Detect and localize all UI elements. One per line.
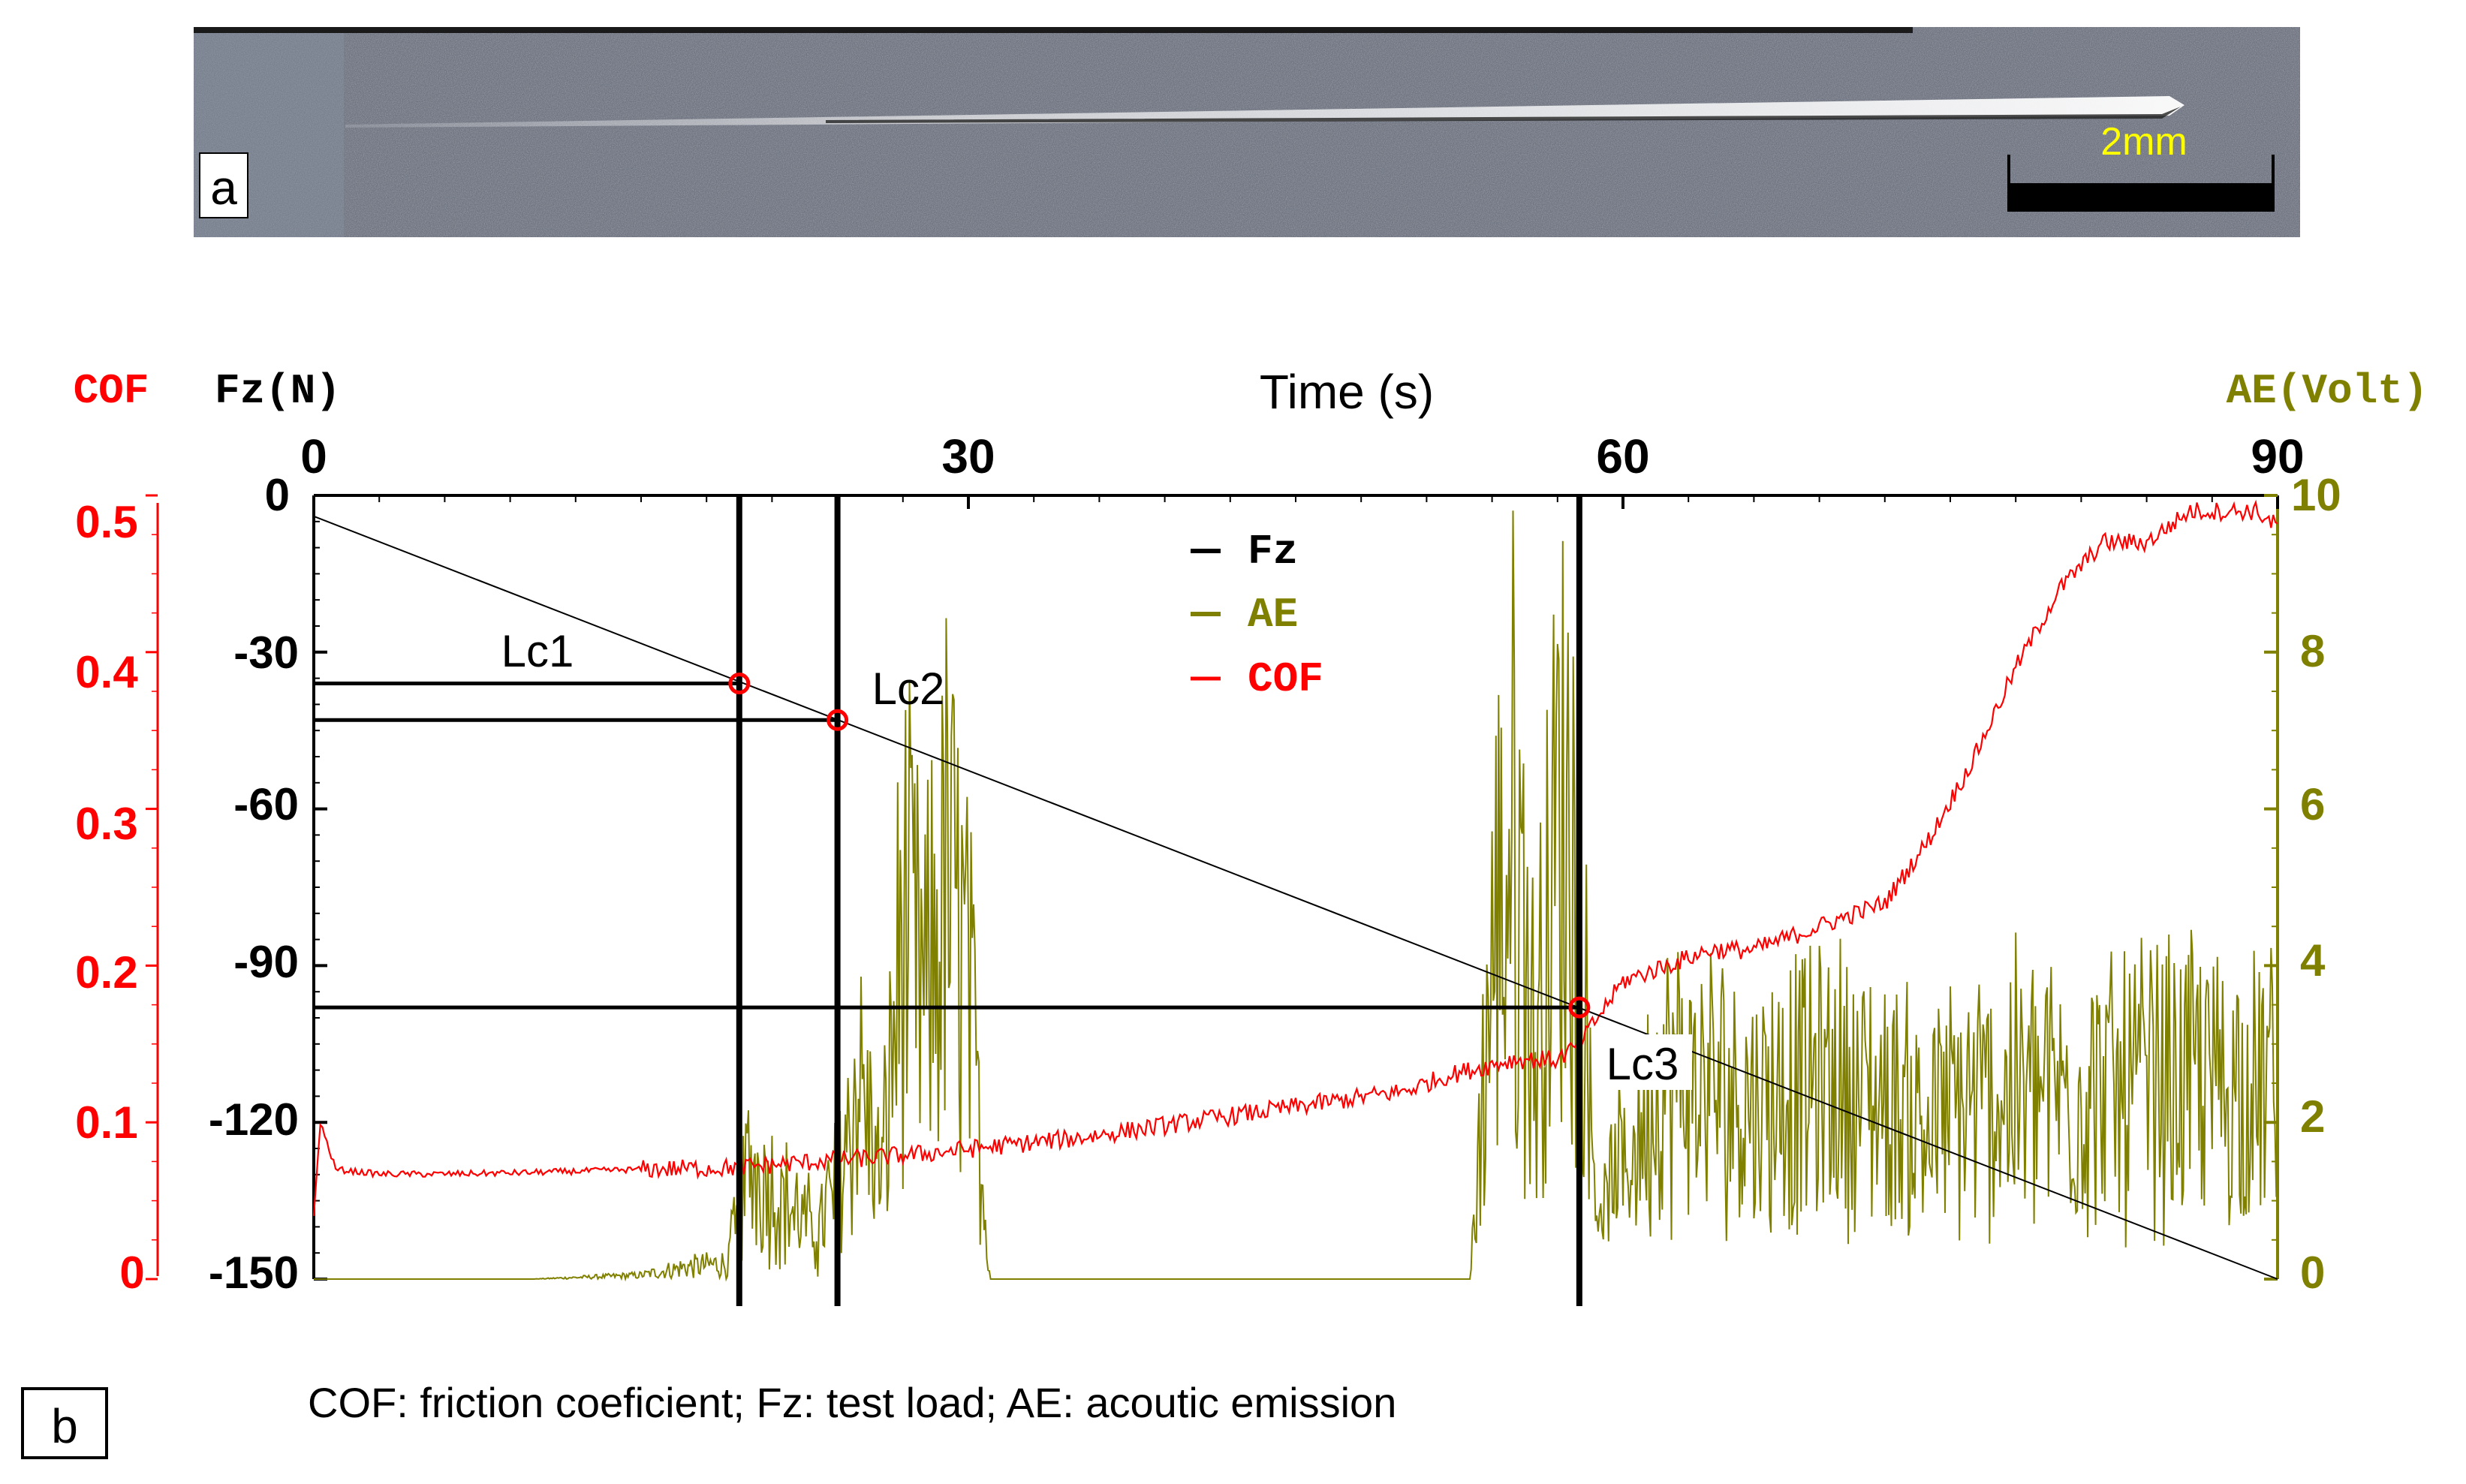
ae-axis-title: AE(Volt) (2227, 367, 2428, 415)
ae-tick-label-4: 4 (2300, 935, 2326, 986)
ae-tick-label-8: 8 (2300, 626, 2325, 676)
fz-tick-label--90: -90 (233, 937, 299, 987)
cof-axis-title: COF (74, 367, 149, 415)
panel-a-label: a (210, 161, 237, 215)
x-tick-label-90: 90 (2251, 429, 2304, 483)
panel-b-label: b (51, 1399, 78, 1453)
cof-tick-label-0.3: 0.3 (75, 799, 137, 849)
series-fz (313, 515, 2278, 1280)
ae-line (314, 510, 2278, 1282)
scratch-track-edge (826, 107, 2181, 123)
fz-tick-label--120: -120 (209, 1094, 299, 1145)
lc3-label-background (1594, 1034, 1692, 1090)
x-tick-label-0: 0 (300, 429, 327, 483)
legend-label-cof: COF (1248, 655, 1323, 703)
fz-axis-title: Fz(N) (215, 367, 341, 415)
caption: COF: friction coeficient; Fz: test load;… (308, 1379, 1396, 1426)
fz-tick-label--150: -150 (209, 1248, 299, 1298)
cof-tick-label-0.1: 0.1 (75, 1097, 137, 1148)
cof-tick-label-0.5: 0.5 (75, 497, 137, 547)
legend: Fz AE COF (1191, 528, 1323, 703)
ae-tick-label-0: 0 (2300, 1248, 2325, 1298)
cof-minor-ticks (146, 494, 158, 1281)
panel-a: a 2mm (194, 27, 2300, 237)
fz-tick-label--60: -60 (233, 779, 299, 829)
micrograph-top-border (194, 27, 1913, 33)
x-tick-label-60: 60 (1596, 429, 1649, 483)
lc3-label: Lc3 (1606, 1039, 1679, 1089)
x-axis-title: Time (s) (1260, 365, 1434, 419)
lc3-marker (1568, 996, 1591, 1019)
ae-tick-label-6: 6 (2300, 779, 2325, 829)
micrograph-grain (194, 27, 2300, 237)
cof-tick-label-0.4: 0.4 (75, 647, 138, 697)
ae-tick-label-2: 2 (2300, 1091, 2325, 1142)
scale-bar-label: 2mm (2100, 120, 2187, 164)
cof-line (312, 499, 2278, 1216)
panel-b-label-box (21, 1387, 108, 1459)
panel-a-label-box (199, 152, 248, 218)
ae-tick-label-10: 10 (2291, 470, 2341, 520)
cof-tick-label-0: 0 (119, 1248, 144, 1298)
lc2-marker (827, 709, 849, 731)
x-tick-label-30: 30 (941, 429, 995, 483)
fz-tick-label-0: 0 (265, 470, 290, 520)
scratch-track (345, 96, 2184, 128)
panel-b: COF Fz(N) Time (s) AE(Volt) 0 30 60 90 0… (21, 365, 2428, 1459)
critical-loads (314, 495, 1591, 1306)
scale-bar (2007, 183, 2275, 212)
fz-tick-label--30: -30 (233, 628, 299, 678)
lc1-label: Lc1 (501, 626, 574, 676)
cof-tick-label-0.2: 0.2 (75, 947, 137, 998)
fz-line (313, 515, 2278, 1280)
series-cof (312, 499, 2278, 1216)
lc2-label: Lc2 (872, 664, 945, 714)
legend-label-fz: Fz (1248, 528, 1298, 576)
lc1-marker (728, 673, 751, 695)
legend-label-ae: AE (1248, 591, 1298, 639)
series-ae (314, 510, 2278, 1282)
